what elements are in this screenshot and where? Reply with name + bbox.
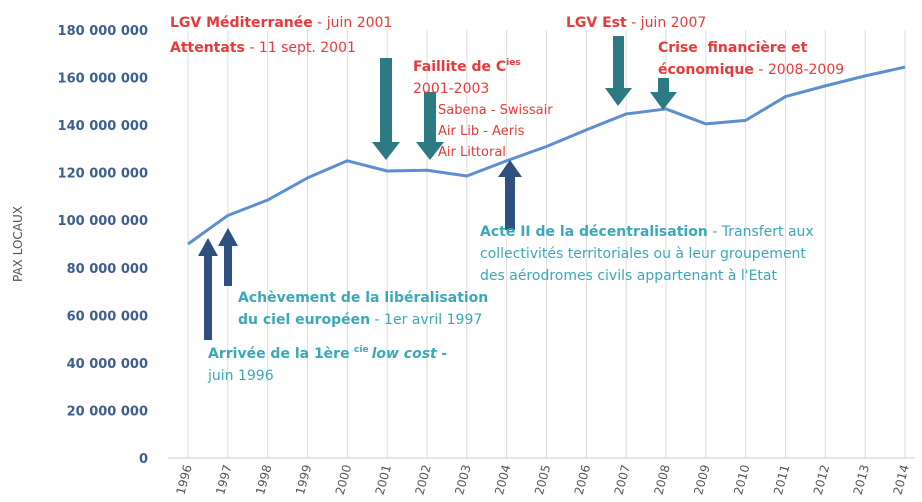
annotation-detail: - 11 sept. 2001 — [249, 40, 356, 56]
x-tick-label: 2002 — [412, 463, 433, 496]
x-tick-label: 2009 — [691, 463, 712, 496]
annotation-sup: cie — [354, 345, 369, 355]
y-tick-label: 60 000 000 — [67, 309, 148, 324]
annotation-title: Achèvement de la libéralisation — [238, 290, 488, 306]
annotation-detail: - juin 2007 — [631, 15, 706, 31]
annotation-line: des aérodromes civils appartenant à l'Et… — [480, 268, 777, 284]
x-tick-label: 2003 — [452, 463, 473, 496]
x-tick-label: 2004 — [492, 463, 513, 496]
y-tick-label: 40 000 000 — [67, 357, 148, 372]
x-tick-label: 1996 — [173, 463, 194, 496]
y-tick-label: 180 000 000 — [58, 24, 148, 39]
y-axis-label: PAX LOCAUX — [11, 206, 25, 282]
annotation: LGV Méditerranée - juin 2001 — [170, 15, 392, 31]
annotation: Arrivée de la 1ère cie low cost - — [208, 345, 447, 362]
x-tick-label: 2007 — [612, 463, 633, 496]
x-tick-label: 2011 — [771, 463, 792, 496]
annotation-detail: juin 1996 — [207, 368, 274, 384]
x-tick-label: 1998 — [253, 463, 274, 496]
annotation-line: Sabena - Swissair — [438, 103, 553, 118]
y-tick-label: 20 000 000 — [67, 404, 148, 419]
y-tick-label: 0 — [139, 452, 148, 467]
annotation-title: Faillite de C — [413, 59, 506, 75]
annotation-title: du ciel européen — [238, 312, 370, 328]
annotation-detail: 2001-2003 — [413, 81, 489, 97]
annotation-title: Attentats — [170, 40, 245, 56]
annotation-line: Air Lib - Aeris — [438, 124, 525, 139]
annotation: Faillite de Cies — [413, 58, 521, 75]
annotation-title: Crise financière et — [658, 40, 808, 56]
annotation: du ciel européen - 1er avril 1997 — [238, 312, 482, 328]
x-tick-label: 2006 — [572, 463, 593, 496]
annotation-title: LGV Méditerranée — [170, 15, 313, 31]
annotation-sup: ies — [506, 58, 521, 68]
annotation-title: Arrivée de la 1ère — [208, 346, 350, 362]
annotation-line: Air Littoral — [438, 145, 506, 160]
y-tick-label: 100 000 000 — [58, 214, 148, 229]
x-tick-label: 2001 — [373, 463, 394, 496]
y-tick-label: 140 000 000 — [58, 119, 148, 134]
annotation-detail: - — [441, 346, 447, 362]
line — [187, 65, 906, 246]
grid: 0 20 000 000 40 000 000 60 000 000 80 000 00… — [58, 24, 915, 467]
x-tick-label: 2000 — [333, 463, 354, 496]
x-tick-label: 2008 — [651, 463, 672, 496]
x-tick-label: 2013 — [851, 463, 872, 496]
arrows — [198, 36, 677, 340]
x-tick-label: 2005 — [532, 463, 553, 496]
annotation: économique - 2008-2009 — [658, 62, 844, 78]
annotations: LGV Méditerranée - juin 2001 Attentats -… — [170, 15, 844, 384]
annotation-detail: - 1er avril 1997 — [375, 312, 483, 328]
annotation-title: LGV Est — [566, 15, 627, 31]
x-tick-label: 2010 — [731, 463, 752, 496]
annotation-detail: - juin 2001 — [317, 15, 392, 31]
annotation-detail: - 2008-2009 — [758, 62, 844, 78]
x-tick-label: 1997 — [213, 463, 234, 496]
y-tick-label: 80 000 000 — [67, 262, 148, 277]
annotation: Attentats - 11 sept. 2001 — [170, 40, 356, 56]
annotation: LGV Est - juin 2007 — [566, 15, 706, 31]
x-tick-label: 2014 — [890, 463, 911, 496]
x-tick-label: 2012 — [811, 463, 832, 496]
annotation: Acte II de la décentralisation - Transfe… — [480, 224, 814, 240]
y-tick-label: 120 000 000 — [58, 167, 148, 182]
annotation-title: Acte II de la décentralisation — [480, 224, 708, 240]
annotation-detail: - Transfert aux — [712, 224, 813, 240]
x-tick-label: 1999 — [293, 463, 314, 496]
annotation-italic: low cost — [372, 346, 438, 362]
annotation-title: économique — [658, 62, 754, 78]
annotation-line: collectivités territoriales ou à leur gr… — [480, 246, 806, 262]
y-tick-label: 160 000 000 — [58, 72, 148, 87]
